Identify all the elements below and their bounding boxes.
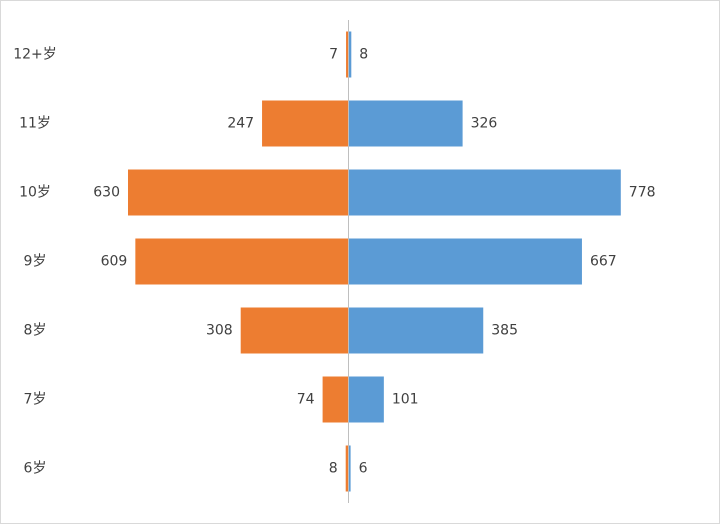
y-tick-label: 8岁 (24, 323, 47, 339)
y-tick-label: 6岁 (24, 461, 47, 477)
data-label: 667 (590, 254, 617, 270)
data-label: 8 (329, 461, 338, 477)
bar (348, 445, 351, 492)
bar (345, 445, 349, 492)
data-label: 247 (227, 116, 254, 132)
bar (348, 31, 352, 78)
data-label: 385 (491, 323, 518, 339)
data-label: 8 (359, 47, 368, 63)
y-tick-label: 11岁 (19, 116, 51, 132)
bar (346, 31, 349, 78)
bar (348, 307, 484, 354)
y-tick-label: 7岁 (24, 392, 47, 408)
y-tick-label: 12+岁 (13, 47, 57, 63)
bar (128, 169, 349, 216)
bar (348, 238, 582, 285)
y-tick-label: 10岁 (19, 185, 51, 201)
bar (348, 376, 384, 423)
bar (135, 238, 349, 285)
y-tick-label: 9岁 (24, 254, 47, 270)
data-label: 74 (297, 392, 315, 408)
bar (240, 307, 349, 354)
data-label: 778 (629, 185, 656, 201)
bar (262, 100, 349, 147)
data-label: 630 (93, 185, 120, 201)
data-label: 6 (359, 461, 368, 477)
bar (348, 169, 621, 216)
data-label: 308 (206, 323, 233, 339)
bar (322, 376, 349, 423)
data-label: 7 (329, 47, 338, 63)
bar (348, 100, 463, 147)
data-label: 326 (471, 116, 498, 132)
data-label: 609 (101, 254, 128, 270)
data-label: 101 (392, 392, 419, 408)
